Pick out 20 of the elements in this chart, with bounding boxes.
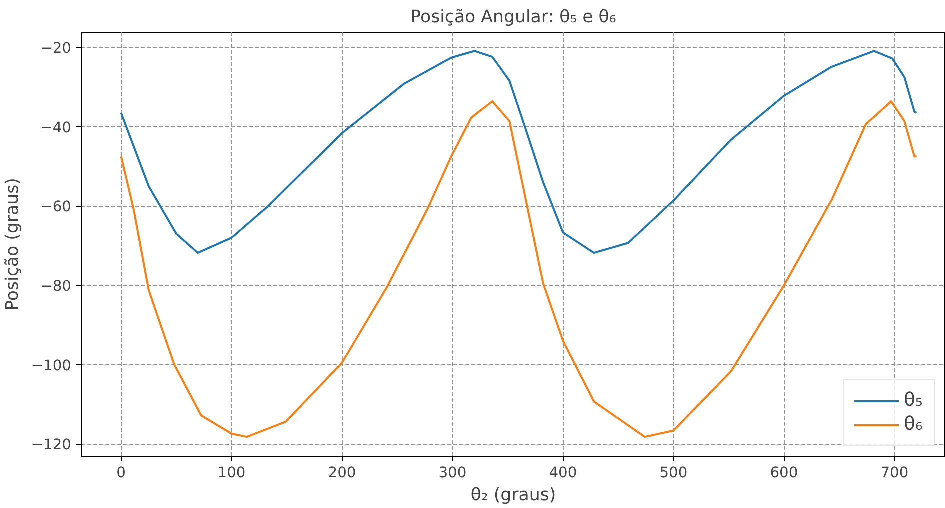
x-tick-label: 500 [660, 464, 688, 482]
x-tick-label: 300 [438, 464, 467, 482]
x-tick-label: 700 [880, 464, 909, 482]
y-tick-label: −20 [40, 40, 72, 58]
x-tick-label: 600 [770, 464, 798, 482]
x-tick-label: 200 [328, 464, 356, 482]
y-tick-label: −120 [31, 436, 72, 454]
chart-title: Posição Angular: θ₅ e θ₆ [410, 8, 616, 28]
x-tick-label: 400 [549, 464, 578, 482]
y-tick-label: −40 [40, 119, 72, 136]
x-tick-label: 0 [116, 464, 126, 482]
y-axis-title: Posição (graus) [3, 178, 24, 311]
legend-label: θ₅ [904, 390, 924, 411]
legend-label: θ₆ [904, 414, 924, 435]
y-tick-label: −60 [40, 198, 72, 216]
y-tick-label: −100 [31, 357, 72, 374]
x-axis-title: θ₂ (graus) [470, 486, 556, 506]
line-series [120, 50, 918, 254]
x-tick-label: 100 [218, 464, 246, 482]
y-tick-label: −80 [40, 278, 72, 296]
